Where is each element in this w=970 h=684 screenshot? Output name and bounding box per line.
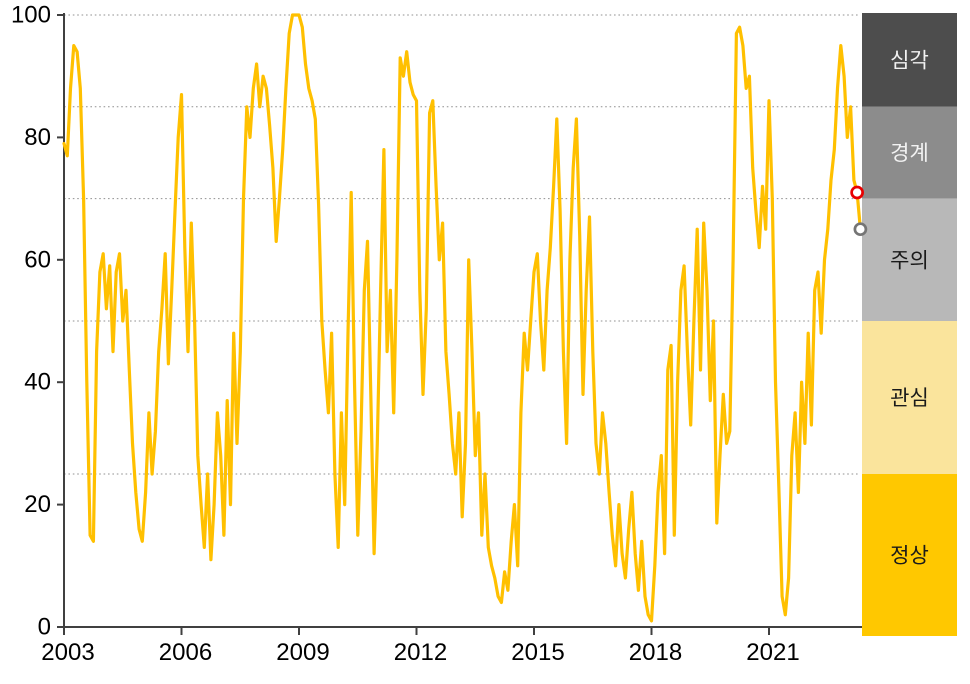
marker-previous xyxy=(853,222,868,237)
y-tick-label-0: 0 xyxy=(38,614,51,641)
risk-band-normal xyxy=(862,474,957,636)
x-tick-label-2009: 2009 xyxy=(276,639,329,666)
risk-band-label-severe: 심각 xyxy=(890,49,929,72)
x-tick-label-2021: 2021 xyxy=(746,639,799,666)
y-tick-label-40: 40 xyxy=(24,369,51,396)
x-tick-label-2003: 2003 xyxy=(41,639,94,666)
risk-band-label-caution: 주의 xyxy=(890,249,929,272)
risk-band-severe xyxy=(862,13,957,107)
index-line xyxy=(62,13,863,623)
x-tick-label-2006: 2006 xyxy=(159,639,212,666)
y-tick-label-20: 20 xyxy=(24,491,51,518)
x-tick-label-2015: 2015 xyxy=(511,639,564,666)
risk-band-label-alert: 경계 xyxy=(890,142,929,165)
y-tick-label-60: 60 xyxy=(24,246,51,273)
risk-band-caution xyxy=(862,198,957,321)
risk-band-attention xyxy=(862,321,957,474)
risk-band-label-normal: 정상 xyxy=(890,545,929,568)
y-tick-label-80: 80 xyxy=(24,124,51,151)
risk-band-alert xyxy=(862,106,957,199)
risk-band-label-attention: 관심 xyxy=(890,387,929,410)
y-tick-label-100: 100 xyxy=(11,2,51,29)
x-tick-label-2012: 2012 xyxy=(394,639,447,666)
marker-latest xyxy=(850,185,864,200)
x-tick-label-2018: 2018 xyxy=(629,639,682,666)
